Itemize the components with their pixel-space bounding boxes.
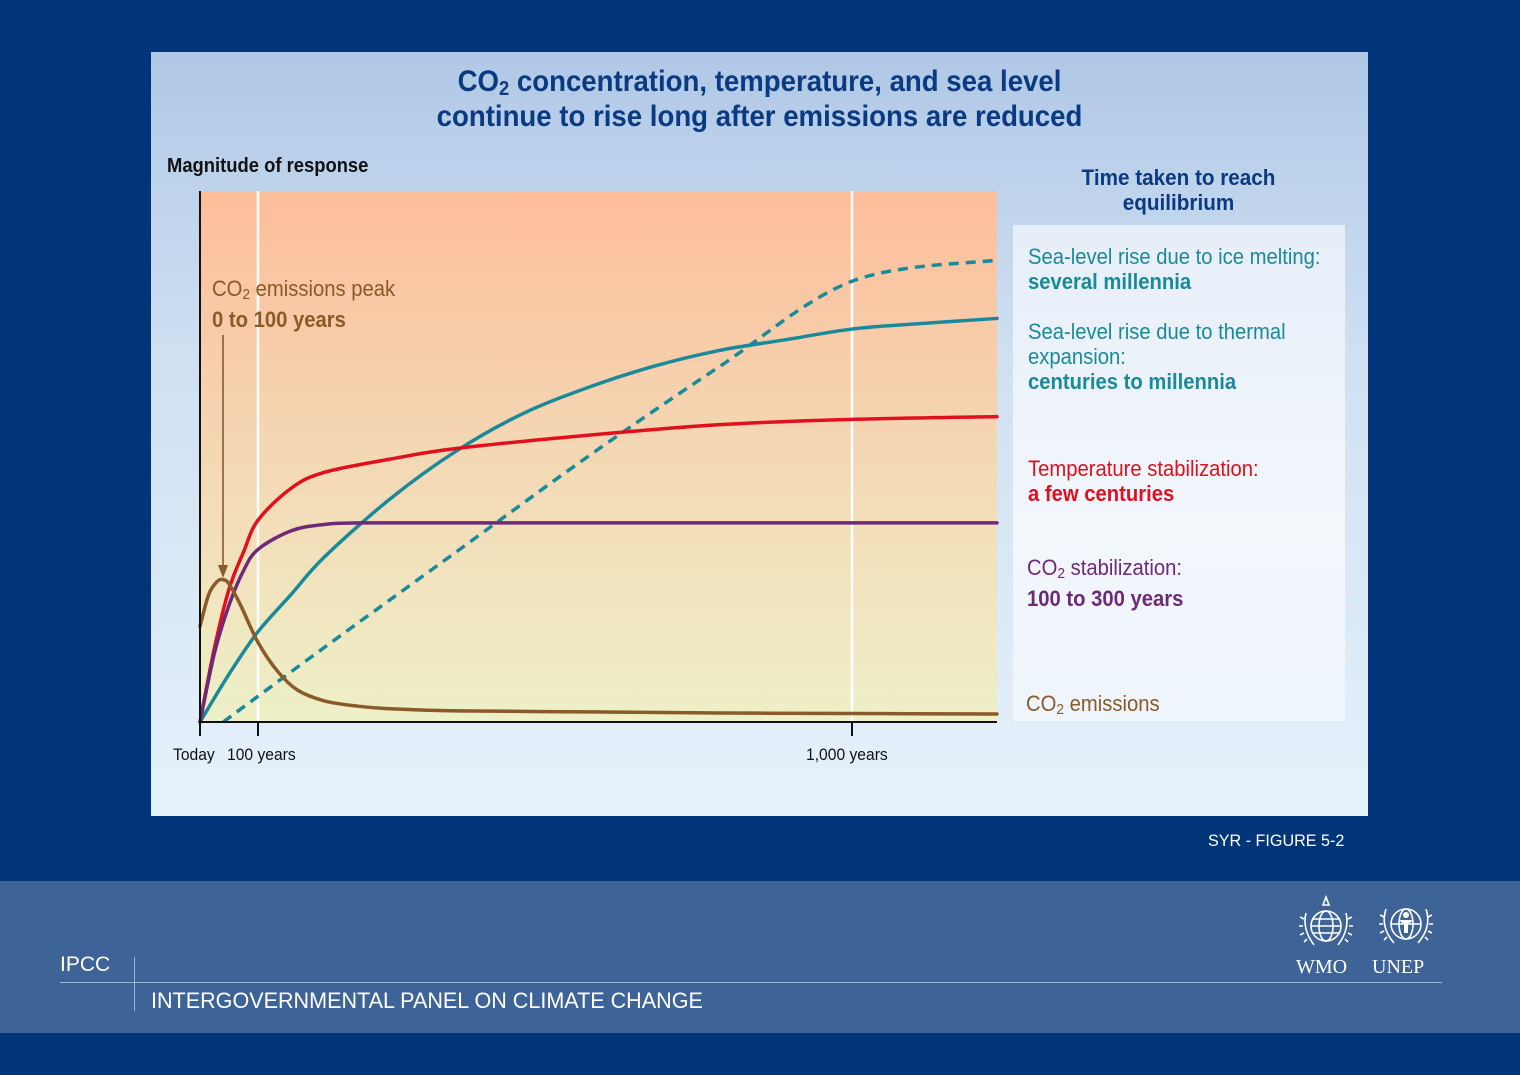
- series-line-3: [198, 521, 999, 724]
- emissions-peak-annotation: CO2 emissions peak 0 to 100 years: [212, 276, 396, 332]
- unep-logo-icon: [1379, 908, 1433, 944]
- plot-area: [200, 191, 997, 722]
- series-line-1: [198, 316, 999, 724]
- x-tick-label-today: Today: [173, 745, 215, 764]
- unep-logo-label: UNEP: [1372, 956, 1425, 978]
- y-axis-label: Magnitude of response: [167, 155, 369, 177]
- note-ice-melting: Sea-level rise due to ice melting: severa…: [1028, 244, 1321, 294]
- chart-title-line2: continue to rise long after emissions ar…: [436, 100, 1083, 133]
- series-line-2: [198, 414, 999, 724]
- x-tick-label-100: 100 years: [227, 745, 296, 764]
- peak-arrow-head-icon: [218, 565, 228, 578]
- ipcc-label: IPCC: [60, 953, 111, 976]
- wmo-logo-label: WMO: [1296, 956, 1348, 978]
- wmo-logo-icon: [1299, 894, 1353, 946]
- footer-divider-horizontal: [60, 982, 1442, 983]
- series-line-4: [198, 577, 999, 716]
- figure-panel: CO2 concentration, temperature, and sea …: [151, 52, 1368, 816]
- chart-title-line1: CO2 concentration, temperature, and sea …: [457, 65, 1062, 100]
- note-temperature: Temperature stabilization: a few centurie…: [1028, 456, 1259, 506]
- equilibrium-box: [1013, 225, 1345, 721]
- equilibrium-title: Time taken to reach equilibrium: [1081, 165, 1276, 215]
- figure-reference: SYR - FIGURE 5-2: [1208, 831, 1345, 850]
- line-chart: [198, 191, 999, 736]
- note-co2-stabilization: CO2 stabilization: 100 to 300 years: [1027, 555, 1184, 611]
- organization-name: INTERGOVERNMENTAL PANEL ON CLIMATE CHANG…: [151, 988, 703, 1013]
- note-thermal-expansion: Sea-level rise due to thermal expansion: c…: [1028, 319, 1286, 394]
- series-line-0: [222, 258, 998, 724]
- x-tick-label-1000: 1,000 years: [806, 745, 888, 764]
- footer-bar: IPCC INTERGOVERNMENTAL PANEL ON CLIMATE …: [0, 881, 1520, 1033]
- footer-divider-vertical: [134, 957, 135, 1011]
- note-co2-emissions: CO2 emissions: [1026, 691, 1160, 718]
